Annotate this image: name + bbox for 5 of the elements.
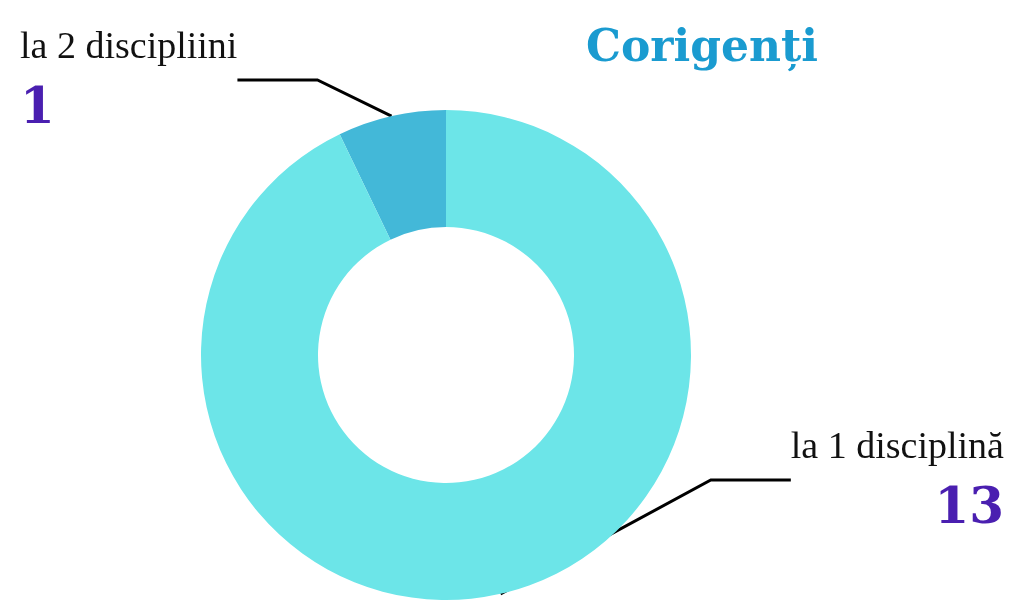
data-label: 1	[20, 75, 55, 135]
data-label: 13	[934, 475, 1004, 535]
slice-label: la 2 discipliini	[20, 24, 238, 66]
slice-label: la 1 disciplină	[790, 424, 1005, 466]
chart-title: Corigenți	[585, 19, 819, 72]
